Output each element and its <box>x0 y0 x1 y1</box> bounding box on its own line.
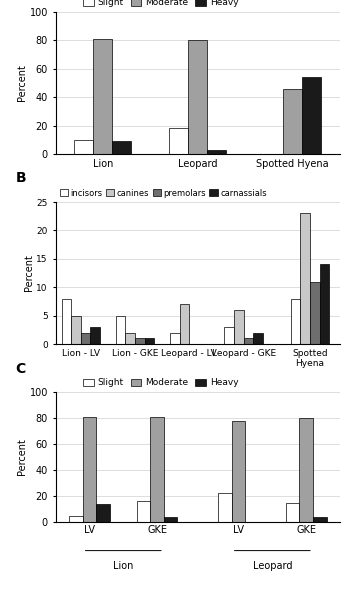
Bar <box>150 416 164 522</box>
Bar <box>137 501 150 522</box>
Legend: Slight, Moderate, Heavy: Slight, Moderate, Heavy <box>83 379 238 388</box>
Bar <box>91 327 100 344</box>
Bar <box>244 338 253 344</box>
Legend: Slight, Moderate, Heavy: Slight, Moderate, Heavy <box>83 0 238 7</box>
Bar <box>302 77 321 154</box>
Bar <box>300 214 310 344</box>
Bar <box>69 515 83 522</box>
Y-axis label: Percent: Percent <box>24 254 34 292</box>
Bar <box>169 128 188 154</box>
Bar <box>116 316 126 344</box>
Bar <box>71 316 81 344</box>
Legend: incisors, canines, premolars, carnassials: incisors, canines, premolars, carnassial… <box>60 189 267 198</box>
Bar <box>310 281 320 344</box>
Y-axis label: Percent: Percent <box>17 65 27 101</box>
Bar <box>299 418 313 522</box>
Bar <box>207 150 226 154</box>
Bar <box>180 304 189 344</box>
Bar <box>218 493 232 522</box>
Bar <box>232 421 245 522</box>
Bar <box>320 265 329 344</box>
Text: C: C <box>16 362 26 376</box>
Text: B: B <box>16 171 26 185</box>
Bar <box>283 89 302 154</box>
Bar <box>234 310 244 344</box>
Bar <box>96 504 110 522</box>
Bar <box>126 332 135 344</box>
Bar <box>93 39 112 154</box>
Bar <box>83 416 96 522</box>
Bar <box>135 338 145 344</box>
Text: Leopard: Leopard <box>253 561 292 571</box>
Y-axis label: Percent: Percent <box>17 439 27 475</box>
Bar <box>164 517 177 522</box>
Bar <box>224 327 234 344</box>
Bar <box>75 140 93 154</box>
Bar <box>286 503 299 522</box>
Bar <box>81 332 91 344</box>
Bar <box>188 40 207 154</box>
Bar <box>253 332 263 344</box>
Bar <box>170 332 180 344</box>
Bar <box>112 141 132 154</box>
Bar <box>313 517 327 522</box>
Bar <box>61 299 71 344</box>
Bar <box>291 299 300 344</box>
Text: Lion: Lion <box>113 561 134 571</box>
Bar <box>145 338 154 344</box>
